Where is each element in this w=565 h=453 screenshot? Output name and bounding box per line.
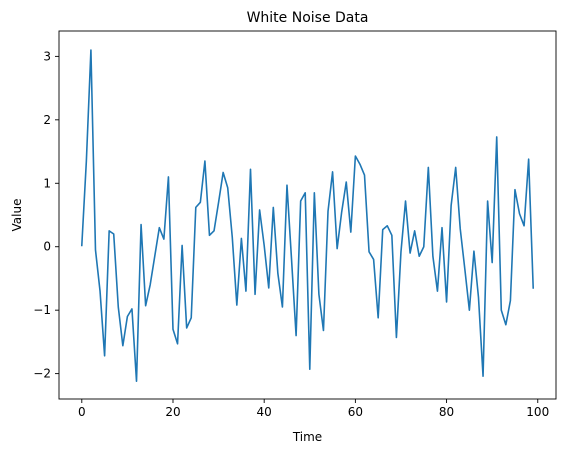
y-axis-label: Value	[10, 199, 24, 232]
x-tick-label: 40	[257, 405, 272, 419]
x-tick-label: 60	[348, 405, 363, 419]
x-tick-label: 20	[165, 405, 180, 419]
plot-background	[59, 31, 556, 399]
chart-title: White Noise Data	[247, 10, 369, 26]
y-tick-label: 0	[43, 240, 51, 254]
x-tick-label: 0	[78, 405, 86, 419]
x-tick-label: 100	[526, 405, 549, 419]
y-tick-label: 1	[43, 176, 51, 190]
y-axis-ticks: −2 −1 0 1 2 3	[33, 49, 59, 381]
y-tick-label: 3	[43, 49, 51, 63]
x-tick-label: 80	[439, 405, 454, 419]
x-axis-ticks: 0 20 40 60 80 100	[78, 399, 549, 419]
y-tick-label: 2	[43, 113, 51, 127]
y-tick-label: −2	[33, 367, 51, 381]
plot-frame	[58, 30, 557, 400]
x-axis-label: Time	[292, 430, 322, 444]
y-tick-label: −1	[33, 303, 51, 317]
series-line	[80, 49, 535, 383]
